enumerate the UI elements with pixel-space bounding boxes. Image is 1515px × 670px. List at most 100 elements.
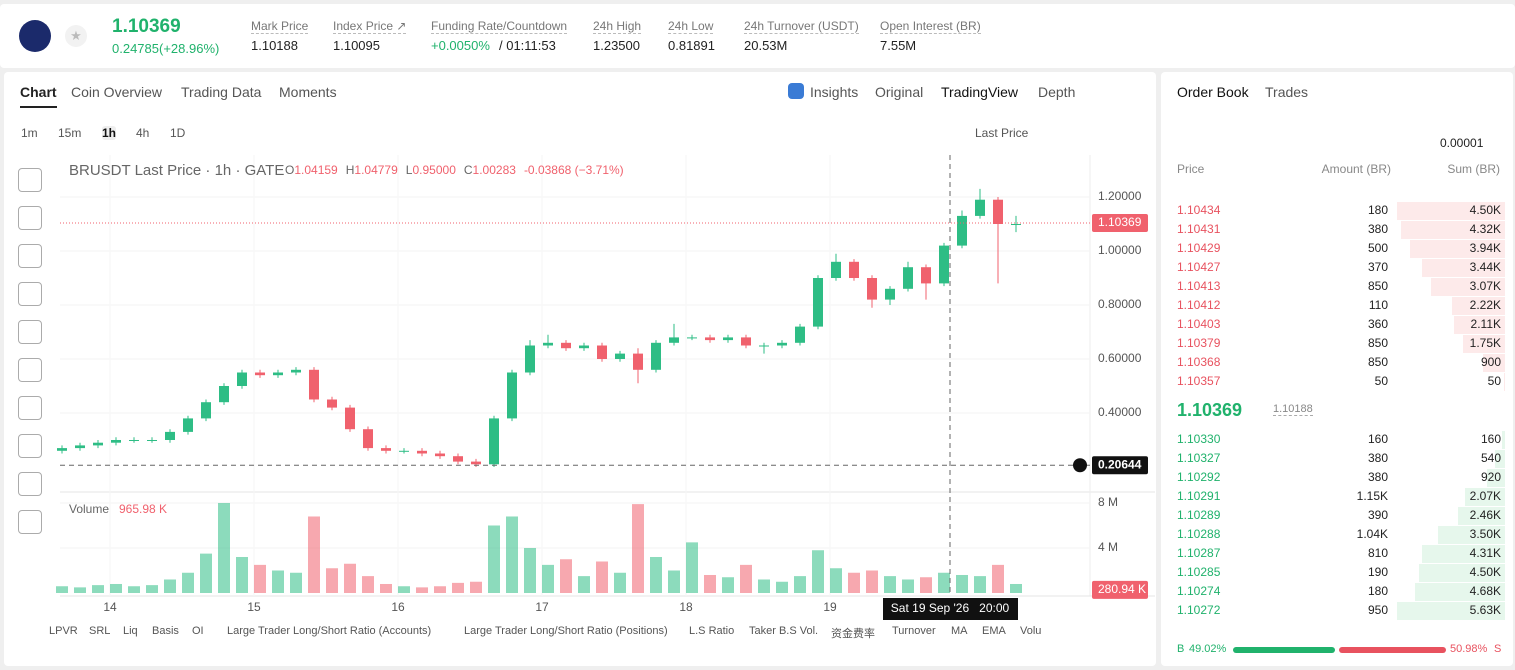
last-price-box — [1092, 214, 1148, 233]
candle-body — [723, 337, 733, 341]
mid-mark: 1.10188 — [1273, 403, 1313, 416]
drawing-tool[interactable] — [18, 206, 42, 230]
indicator-tab[interactable]: EMA — [982, 625, 1006, 637]
drawing-tool[interactable] — [18, 510, 42, 534]
chart-tab[interactable]: Trading Data — [181, 84, 262, 100]
volume-bar — [578, 576, 590, 593]
candle-body — [543, 342, 553, 346]
book-tab[interactable]: Order Book — [1177, 84, 1249, 100]
interval[interactable]: 1m — [21, 126, 38, 140]
view-tab[interactable]: Original — [875, 84, 924, 100]
indicator-tab[interactable]: Taker B.S Vol. — [749, 625, 819, 637]
chart-tab[interactable]: Coin Overview — [71, 84, 163, 100]
book-sum: 3.44K — [1469, 260, 1501, 274]
volume-bar — [974, 576, 986, 593]
drawing-tool[interactable] — [18, 358, 42, 382]
book-amount: 160 — [1367, 432, 1388, 446]
book-column: Price — [1177, 162, 1205, 176]
indicator-tab[interactable]: Liq — [123, 625, 138, 637]
drawing-tool[interactable] — [18, 434, 42, 458]
indicator-tab[interactable]: SRL — [89, 625, 111, 637]
drawing-tool[interactable] — [18, 168, 42, 192]
interval[interactable]: 15m — [58, 126, 82, 140]
drawing-tool[interactable] — [18, 282, 42, 306]
view-tab[interactable]: Depth — [1038, 84, 1076, 100]
price-type[interactable]: Last Price — [975, 126, 1029, 140]
book-price: 1.10412 — [1177, 298, 1221, 312]
book-sum: 2.07K — [1469, 489, 1501, 503]
ohlc-value: 1.00283 — [473, 163, 517, 177]
x-tick-label: 17 — [535, 600, 549, 614]
volume-bar — [164, 579, 176, 593]
volume-bar — [110, 583, 122, 593]
candle-body — [327, 399, 337, 408]
view-tab[interactable]: Insights — [810, 84, 859, 100]
book-price: 1.10403 — [1177, 317, 1221, 331]
book-amount: 180 — [1367, 203, 1388, 217]
volume-bar — [740, 564, 752, 593]
depth-bar — [1503, 373, 1505, 391]
depth-bar — [1437, 526, 1505, 544]
drawing-tool[interactable] — [18, 244, 42, 268]
volume-bar — [668, 570, 680, 593]
volume-bar — [398, 586, 410, 593]
tick-size[interactable]: 0.00001 — [1440, 136, 1484, 150]
volume-bar — [344, 563, 356, 593]
book-sum: 4.50K — [1469, 565, 1501, 579]
candle-body — [813, 278, 823, 327]
candle-body — [867, 278, 877, 300]
candle-body — [831, 261, 841, 279]
depth-bar — [1501, 431, 1505, 449]
book-price: 1.10274 — [1177, 584, 1221, 598]
interval[interactable]: 1D — [170, 126, 186, 140]
drawing-tool[interactable] — [18, 472, 42, 496]
candle-body — [921, 267, 931, 284]
ohlc-value: 1.04779 — [354, 163, 398, 177]
indicator-tab[interactable]: L.S Ratio — [689, 625, 735, 637]
book-amount: 190 — [1367, 565, 1388, 579]
candle-body — [291, 369, 301, 373]
indicator-tab[interactable]: OI — [192, 625, 204, 637]
chart-tab[interactable]: Moments — [279, 84, 337, 100]
indicator-tab[interactable]: LPVR — [49, 625, 78, 637]
book-tab[interactable]: Trades — [1265, 84, 1309, 100]
drawing-tool[interactable] — [18, 396, 42, 420]
indicator-tab[interactable]: Large Trader Long/Short Ratio (Accounts) — [227, 625, 432, 637]
crosshair-price-box — [1092, 456, 1148, 475]
candle-body — [993, 199, 1003, 225]
volume-bar — [128, 586, 140, 593]
book-price: 1.10379 — [1177, 336, 1221, 350]
indicator-tab[interactable]: 资金费率 — [831, 628, 875, 640]
indicator-tab[interactable]: Basis — [152, 625, 179, 637]
book-price: 1.10327 — [1177, 451, 1221, 465]
candle-body — [237, 372, 247, 387]
ohlc-key: O — [285, 163, 294, 177]
drawing-tool[interactable] — [18, 320, 42, 344]
volume-bar — [452, 582, 464, 593]
volume-bar — [380, 583, 392, 593]
interval[interactable]: 4h — [136, 126, 150, 140]
indicator-tab[interactable]: Volu — [1020, 625, 1042, 637]
book-price: 1.10288 — [1177, 527, 1221, 541]
indicator-tab[interactable]: MA — [951, 625, 968, 637]
volume-bar — [938, 572, 950, 593]
candle-body — [975, 199, 985, 216]
chart-tab[interactable]: Chart — [20, 84, 57, 108]
x-tick-label: 14 — [103, 600, 117, 614]
y-tick-label: 0.40000 — [1098, 405, 1142, 419]
volume-bar — [956, 574, 968, 593]
candle-body — [165, 431, 175, 440]
volume-bar — [794, 576, 806, 593]
x-tick-label: 18 — [679, 600, 693, 614]
candle-body — [561, 342, 571, 349]
stat-label: Index Price ↗ — [333, 19, 407, 34]
indicator-tab[interactable]: Turnover — [892, 625, 936, 637]
favorite-star[interactable]: ★ — [65, 25, 87, 47]
view-tab[interactable]: TradingView — [941, 84, 1019, 100]
candle-body — [201, 402, 211, 419]
indicator-tab[interactable]: Large Trader Long/Short Ratio (Positions… — [464, 625, 668, 637]
buy-key: B — [1177, 643, 1185, 655]
book-amount: 380 — [1367, 222, 1388, 236]
interval[interactable]: 1h — [102, 126, 117, 140]
